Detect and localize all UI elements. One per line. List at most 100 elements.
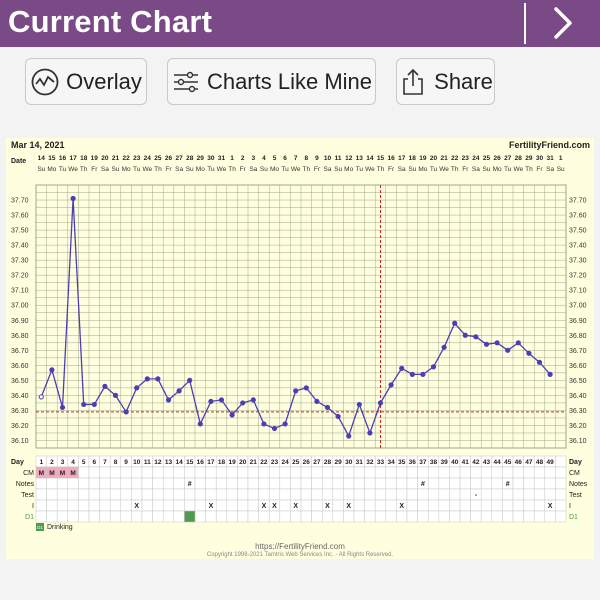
cm-row-label-left: CM: [23, 470, 34, 477]
day-row-label-right: Day: [569, 459, 582, 466]
i-row-cell: [88, 499, 100, 512]
header-divider: [524, 3, 526, 44]
temperature-point: [70, 195, 76, 202]
temperature-point: [399, 365, 405, 371]
d1-row-cell: [396, 510, 408, 523]
date-label: 13: [356, 155, 364, 162]
temperature-point: [91, 401, 97, 408]
d1-row-cell: [109, 510, 122, 523]
test-row-cell: [184, 488, 196, 501]
test-row-cell: [480, 488, 493, 501]
day-number: 13: [165, 459, 173, 466]
temperature-point: [59, 404, 66, 411]
temperature-point: [282, 421, 288, 427]
day-row-label-left: Day: [11, 459, 24, 466]
notes-row-cell: [247, 477, 259, 490]
date-label: 21: [112, 155, 120, 162]
temperature-point: [155, 376, 161, 382]
day-number: 24: [281, 459, 289, 466]
weekday-label: Tu: [430, 166, 438, 173]
weekday-label: Tu: [207, 166, 215, 173]
d1-row-cell: [215, 510, 228, 523]
test-row-cell: [512, 488, 524, 501]
app-header: Current Chart: [0, 0, 600, 47]
y-tick-label-left: 37.60: [11, 213, 29, 220]
cm-row-cell: [544, 466, 556, 479]
date-label: 9: [315, 155, 319, 162]
i-row-label-right: I: [569, 503, 571, 510]
i-row-cell: [374, 499, 387, 512]
i-row-cell: [173, 499, 185, 512]
i-row-cell: [99, 499, 111, 512]
date-label: 20: [430, 155, 438, 162]
y-tick-label-left: 37.50: [11, 228, 29, 235]
footer-url[interactable]: https://FertilityFriend.com: [255, 542, 345, 551]
day-number: 2: [50, 459, 54, 466]
weekday-label: Su: [334, 166, 342, 173]
share-button[interactable]: Share: [396, 58, 495, 105]
cm-row-cell: [533, 466, 546, 479]
i-row-cell: [332, 499, 344, 512]
date-label: 24: [472, 155, 480, 162]
i-row-cell: [364, 499, 376, 512]
day-number: 41: [462, 459, 470, 466]
date-label: 31: [218, 155, 226, 162]
temperature-point: [240, 400, 246, 406]
y-tick-label-left: 37.20: [11, 273, 29, 280]
temperature-point: [441, 344, 447, 350]
d1-row-cell: [343, 510, 355, 523]
d1-row-cell: [131, 510, 143, 523]
day-number: 30: [345, 459, 353, 466]
d1-row-cell: [438, 510, 450, 523]
d1-row-cell: [205, 510, 217, 523]
test-row-cell: [109, 488, 122, 501]
weekday-label: Tu: [356, 166, 364, 173]
chevron-right-icon[interactable]: [546, 6, 580, 40]
test-row-cell: [268, 488, 281, 501]
i-row-cell: [247, 499, 259, 512]
fertility-chart[interactable]: Date 14 15 16 17 18 19 20 21 22 23 24 25 26 27 28 29 30 31…: [6, 138, 594, 559]
weekday-label: Th: [377, 166, 385, 173]
temperature-point: [314, 398, 320, 405]
notes-mark: #: [506, 481, 510, 488]
test-row-cell: [226, 488, 238, 501]
cm-row-cell: [364, 466, 376, 479]
i-row-cell: [459, 499, 471, 512]
test-row-cell: [544, 488, 556, 501]
d1-row-cell: [480, 510, 493, 523]
overlay-button[interactable]: Overlay: [25, 58, 147, 105]
charts-like-mine-button[interactable]: Charts Like Mine: [167, 58, 376, 105]
test-row-cell: [353, 488, 365, 501]
cm-row-cell: [343, 466, 355, 479]
temperature-point: [430, 364, 437, 370]
day-number: 11: [144, 459, 151, 466]
weekday-label: Mo: [47, 166, 56, 173]
day-number: 48: [536, 459, 544, 466]
notes-mark: #: [188, 481, 192, 488]
date-label: 15: [48, 155, 56, 162]
test-row-cell: [46, 488, 58, 501]
i-row-cell: [120, 499, 132, 512]
weekday-label: Mo: [122, 166, 131, 173]
cm-row-cell: [78, 466, 90, 479]
d1-row-label-left: D1: [25, 514, 34, 521]
y-tick-label-right: 36.10: [569, 438, 587, 445]
notes-row-cell: [226, 477, 238, 490]
notes-row-cell: [131, 477, 143, 490]
weekday-label: Fr: [314, 166, 321, 173]
temperature-point: [250, 397, 256, 403]
temperature-point: [462, 332, 468, 338]
y-tick-label-right: 36.20: [569, 423, 587, 430]
test-row-cell: [120, 488, 132, 501]
notes-row-cell: [120, 477, 132, 490]
notes-row-cell: [480, 477, 493, 490]
weekday-label: Sa: [324, 166, 332, 173]
notes-row-label-left: Notes: [16, 481, 35, 488]
d1-row-cell: [67, 510, 79, 523]
day-number: 21: [250, 459, 258, 466]
cm-row-cell: [162, 466, 175, 479]
day-number: 9: [124, 459, 128, 466]
cm-row-cell: [88, 466, 100, 479]
weekday-label: Fr: [462, 166, 469, 173]
test-row-cell: [449, 488, 461, 501]
